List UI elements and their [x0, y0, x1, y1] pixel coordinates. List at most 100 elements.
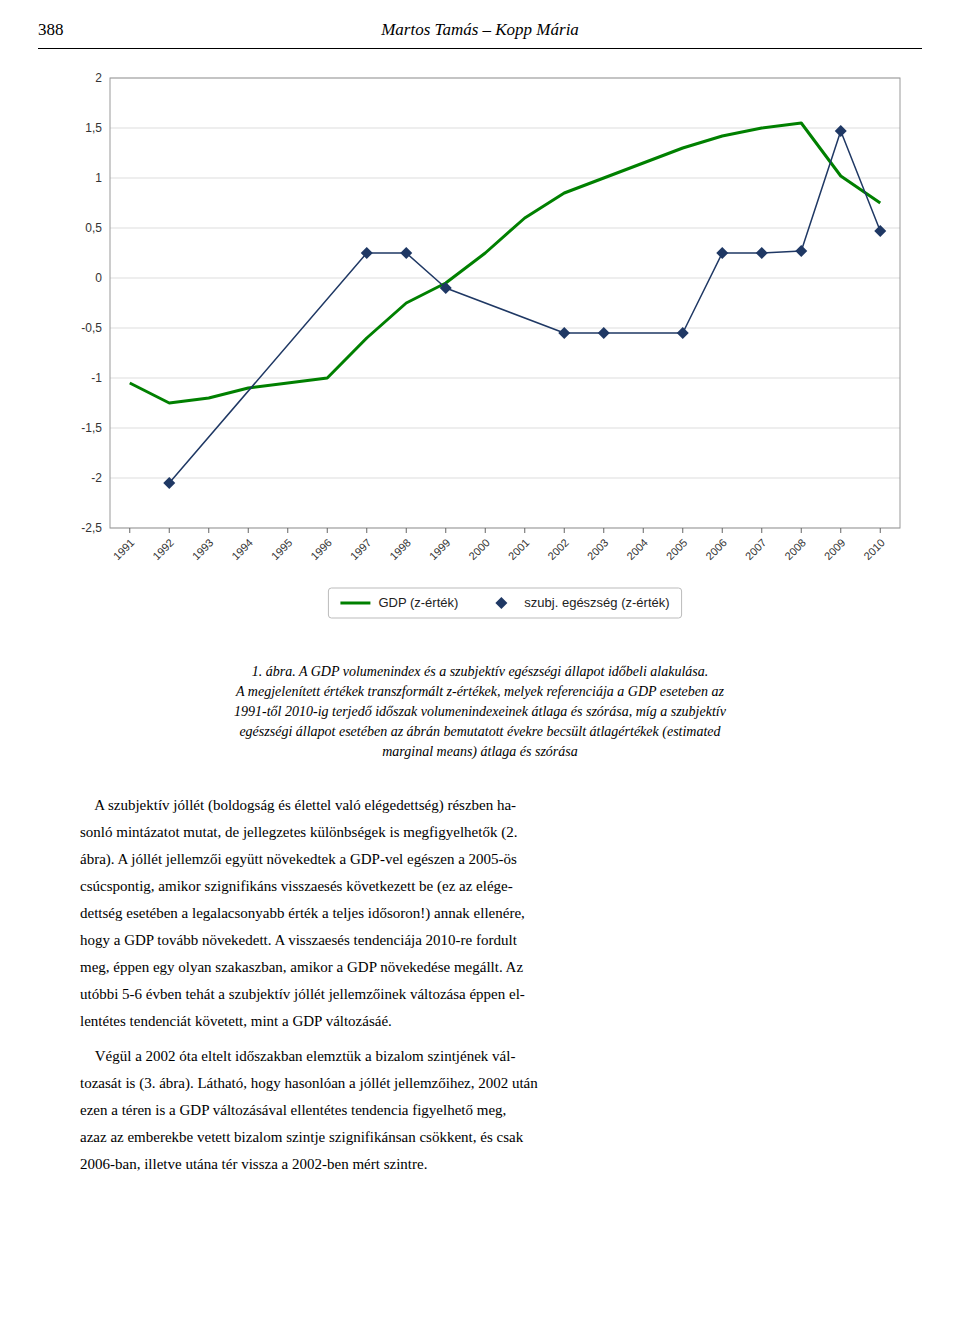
grid-line — [110, 378, 900, 379]
x-tick-label: 2003 — [585, 536, 611, 562]
y-tick-label: 1,5 — [85, 121, 102, 135]
legend-item: szubj. egészség (z-érték) — [495, 595, 669, 610]
x-tick — [801, 528, 802, 533]
x-tick — [406, 528, 407, 533]
legend-box — [328, 588, 681, 618]
legend-line — [340, 602, 370, 605]
y-tick-label: 2 — [95, 71, 102, 85]
x-tick-label: 1997 — [348, 536, 374, 562]
grid-line — [110, 178, 900, 179]
caption-line: egészségi állapot esetében az ábrán bemu… — [0, 722, 960, 742]
marker — [795, 245, 807, 257]
x-tick-label: 1995 — [269, 536, 295, 562]
series-line — [130, 123, 881, 403]
legend-marker — [495, 597, 507, 609]
x-tick — [722, 528, 723, 533]
marker — [598, 327, 610, 339]
caption-line: 1. ábra. A GDP volumenindex és a szubjek… — [0, 662, 960, 682]
x-tick-label: 2004 — [624, 536, 650, 562]
x-tick — [564, 528, 565, 533]
body-line: tozasát is (3. ábra). Látható, hogy haso… — [80, 1070, 538, 1097]
y-tick-label: -2 — [91, 471, 102, 485]
x-tick — [248, 528, 249, 533]
x-tick — [682, 528, 683, 533]
marker — [440, 282, 452, 294]
body-line: csúcspontig, amikor szignifikáns visszae… — [80, 873, 513, 900]
y-tick-label: 1 — [95, 171, 102, 185]
body-line: meg, éppen egy olyan szakaszban, amikor … — [80, 954, 523, 981]
caption-line: 1991-től 2010-ig terjedő időszak volumen… — [0, 702, 960, 722]
grid-line — [110, 478, 900, 479]
x-tick-label: 2001 — [506, 536, 532, 562]
legend-label: GDP (z-érték) — [378, 595, 458, 610]
page: {"page_number": "388", "header_title": "… — [0, 0, 960, 1334]
body-line: ábra). A jóllét jellemzői együtt növeked… — [80, 846, 517, 873]
x-tick-label: 1993 — [190, 536, 216, 562]
caption-line: A megjelenített értékek transzformált z-… — [0, 682, 960, 702]
plot-data — [130, 123, 887, 489]
x-tick-label: 1999 — [427, 536, 453, 562]
body-line: Végül a 2002 óta eltelt időszakban elemz… — [80, 1043, 515, 1070]
body-line: hogy a GDP tovább növekedett. A visszaes… — [80, 927, 517, 954]
header-title: Martos Tamás – Kopp Mária — [0, 20, 960, 40]
marker — [756, 247, 768, 259]
grid-line — [110, 228, 900, 229]
marker — [677, 327, 689, 339]
caption-line: marginal means) átlaga és szórása — [0, 742, 960, 762]
x-tick-label: 2009 — [822, 536, 848, 562]
x-tick-label: 2002 — [545, 536, 571, 562]
x-tick-label: 1994 — [229, 536, 255, 562]
x-tick-label: 1992 — [150, 536, 176, 562]
x-tick-label: 1998 — [387, 536, 413, 562]
legend-item: GDP (z-érték) — [340, 595, 458, 610]
body-line: azaz az emberekbe vetett bizalom szintje… — [80, 1124, 523, 1151]
page-number: 388 — [38, 20, 64, 40]
marker — [716, 247, 728, 259]
y-axis: -2,5-2-1,5-1-0,500,511,52 — [81, 71, 900, 535]
marker — [163, 477, 175, 489]
body-line: utóbbi 5-6 évben tehát a szubjektív jóll… — [80, 981, 525, 1008]
x-tick — [485, 528, 486, 533]
plot-frame — [110, 78, 900, 528]
marker — [558, 327, 570, 339]
legend: GDP (z-érték) szubj. egészség (z-érték) — [328, 588, 681, 618]
marker — [835, 125, 847, 137]
y-tick-label: -0,5 — [81, 321, 102, 335]
x-tick-label: 1996 — [308, 536, 334, 562]
marker — [400, 247, 412, 259]
x-tick-label: 2000 — [466, 536, 492, 562]
grid-line — [110, 278, 900, 279]
body-line: sonló mintázatot mutat, de jellegzetes k… — [80, 819, 517, 846]
x-tick — [327, 528, 328, 533]
x-tick — [880, 528, 881, 533]
body-line: 2006-ban, illetve utána tér vissza a 200… — [80, 1151, 427, 1178]
y-tick-label: -2,5 — [81, 521, 102, 535]
marker — [361, 247, 373, 259]
x-tick-label: 1991 — [111, 536, 137, 562]
x-tick — [208, 528, 209, 533]
series-line — [169, 131, 880, 483]
x-tick — [287, 528, 288, 533]
x-tick — [603, 528, 604, 533]
legend-label: szubj. egészség (z-érték) — [524, 595, 669, 610]
grid-line — [110, 128, 900, 129]
y-tick-label: 0,5 — [85, 221, 102, 235]
body-line: dettség esetében a legalacsonyabb érték … — [80, 900, 525, 927]
chart: -2,5-2-1,5-1-0,500,511,52199119921993199… — [0, 58, 960, 648]
grid-line — [110, 328, 900, 329]
x-tick-label: 2005 — [664, 536, 690, 562]
y-tick-label: -1 — [91, 371, 102, 385]
grid-line — [110, 428, 900, 429]
marker — [874, 225, 886, 237]
x-tick-label: 2010 — [861, 536, 887, 562]
x-axis: 1991 1992 1993 1994 1995 1996 1997 1998 1999 2000… — [111, 528, 887, 562]
x-tick-label: 2006 — [703, 536, 729, 562]
x-tick-label: 2008 — [782, 536, 808, 562]
x-tick — [366, 528, 367, 533]
y-tick-label: 0 — [95, 271, 102, 285]
x-tick — [524, 528, 525, 533]
x-tick-label: 2007 — [743, 536, 769, 562]
x-tick — [445, 528, 446, 533]
body-line: lentétes tendenciát követett, mint a GDP… — [80, 1008, 392, 1035]
header-rule — [38, 48, 922, 49]
